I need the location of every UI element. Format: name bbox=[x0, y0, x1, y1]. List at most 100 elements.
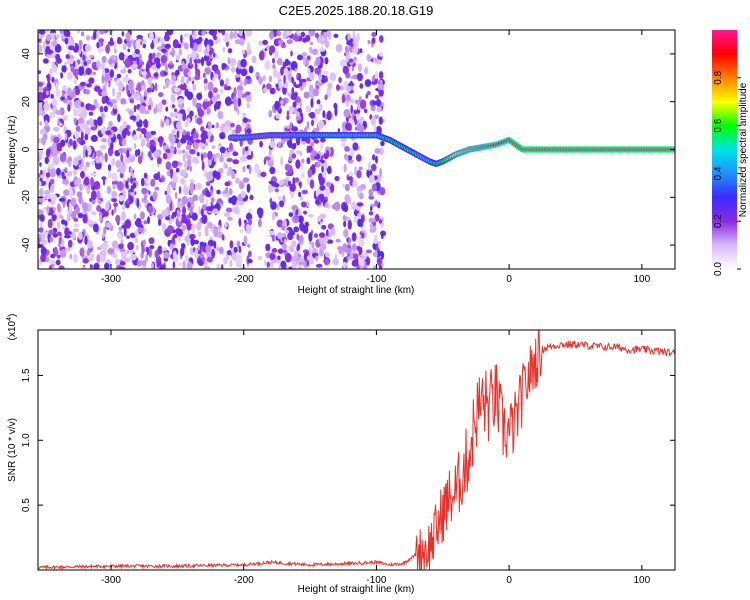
spectrogram-noise-cell bbox=[342, 65, 349, 75]
spectrogram-noise-cell bbox=[344, 228, 349, 238]
spectrogram-noise-cell bbox=[205, 191, 212, 198]
spectrogram-noise-cell bbox=[374, 94, 380, 100]
spectrogram-noise-cell bbox=[246, 155, 253, 160]
spectrogram-noise-cell bbox=[120, 153, 124, 163]
spectrogram-noise-cell bbox=[197, 109, 205, 117]
spectrogram-noise-cell bbox=[289, 121, 293, 130]
spectrogram-noise-cell bbox=[194, 75, 201, 81]
spectrogram-noise-cell bbox=[197, 43, 202, 53]
spectrogram-noise-cell bbox=[105, 130, 112, 136]
spectrogram-noise-cell bbox=[187, 71, 192, 76]
spectrogram-noise-cell bbox=[38, 44, 43, 54]
spectrogram-noise-cell bbox=[342, 215, 347, 221]
spectrogram-noise-cell bbox=[117, 181, 124, 191]
spectrogram-noise-cell bbox=[81, 123, 88, 130]
spectrogram-noise-cell bbox=[259, 140, 263, 148]
spectrogram-noise-cell bbox=[277, 141, 282, 148]
spectrogram-noise-cell bbox=[38, 149, 44, 156]
spectrogram-noise-cell bbox=[322, 110, 326, 118]
spectrogram-noise-cell bbox=[236, 199, 240, 208]
spectrogram-noise-cell bbox=[351, 201, 357, 211]
spectrogram-noise-cell bbox=[79, 40, 83, 51]
spectrogram-noise-cell bbox=[121, 31, 125, 37]
spectrogram-noise-cell bbox=[186, 140, 193, 146]
spectrogram-noise-cell bbox=[213, 73, 219, 79]
spectrogram-noise-cell bbox=[129, 156, 135, 163]
spectrogram-noise-cell bbox=[45, 90, 50, 96]
spectrogram-noise-cell bbox=[351, 243, 357, 252]
spectrogram-noise-cell bbox=[337, 246, 343, 250]
spectrogram-noise-cell bbox=[49, 185, 55, 194]
spectrogram-noise-cell bbox=[368, 217, 375, 223]
colorbar-ticks: 0.0 0.2 0.4 0.6 0.8 bbox=[713, 70, 741, 276]
spectrogram-noise-cell bbox=[371, 37, 376, 44]
spectrogram-noise-cell bbox=[370, 117, 377, 126]
spectrogram-noise-cell bbox=[95, 162, 102, 170]
spectrogram-noise-cell bbox=[47, 54, 52, 59]
spectrogram-noise-cell bbox=[73, 217, 79, 222]
spectrogram-noise-cell bbox=[48, 265, 52, 269]
spectrogram-noise-cell bbox=[124, 154, 131, 164]
spectrogram-noise-cell bbox=[200, 126, 205, 132]
spectrogram-noise-cell bbox=[118, 226, 123, 231]
spectrogram-noise-cell bbox=[219, 246, 224, 255]
spectrogram-noise-cell bbox=[291, 260, 297, 269]
spectrogram-noise-cell bbox=[303, 91, 310, 99]
spectrogram-noise-cell bbox=[38, 70, 42, 74]
spectrogram-noise-cell bbox=[101, 74, 105, 84]
spectrogram-noise-cell bbox=[278, 196, 282, 201]
spectrogram-noise-cell bbox=[208, 90, 213, 99]
spectrogram-noise-cell bbox=[126, 149, 130, 158]
spectrogram-noise-cell bbox=[161, 247, 168, 252]
spectrogram-noise-cell bbox=[180, 246, 185, 257]
spectrogram-noise-cell bbox=[233, 246, 238, 253]
spectrogram-noise-cell bbox=[298, 82, 303, 87]
spectrogram-noise-cell bbox=[285, 171, 291, 176]
spectrogram-noise-cell bbox=[204, 82, 208, 92]
spectrogram-noise-cell bbox=[283, 238, 287, 243]
spectrogram-noise-cell bbox=[198, 205, 201, 216]
spectrogram-noise-cell bbox=[258, 76, 263, 85]
spectrogram-noise-cell bbox=[60, 71, 63, 79]
spectrogram-noise-cell bbox=[296, 257, 300, 262]
spectrogram-noise-cell bbox=[73, 253, 78, 263]
spectrogram-noise-cell bbox=[182, 111, 187, 122]
spectrogram-noise-cell bbox=[262, 87, 268, 93]
spectrogram-noise-cell bbox=[170, 93, 176, 103]
spectrogram-noise-cell bbox=[50, 193, 58, 202]
spectrogram-noise-cell bbox=[368, 174, 375, 184]
spectrogram-noise-cell bbox=[96, 103, 100, 110]
spectrogram-noise-cell bbox=[181, 60, 185, 70]
spectrogram-noise-cell bbox=[135, 39, 141, 50]
spectrogram-noise-cell bbox=[285, 30, 293, 36]
spectrogram-noise-cell bbox=[50, 93, 54, 99]
spectrogram-noise-cell bbox=[288, 72, 292, 80]
spectrogram-noise-cell bbox=[85, 35, 91, 41]
spectrogram-noise-cell bbox=[239, 79, 243, 85]
spectrogram-noise-cell bbox=[358, 257, 365, 267]
spectrogram-noise-cell bbox=[213, 52, 216, 58]
spectrogram-noise-cell bbox=[310, 149, 318, 157]
spectrogram-noise-cell bbox=[39, 121, 43, 126]
spectrogram-noise-cell bbox=[374, 250, 378, 258]
spectrogram-noise-cell bbox=[78, 49, 82, 55]
spectrogram-noise-cell bbox=[279, 179, 284, 186]
spectrogram-noise-cell bbox=[172, 112, 178, 117]
spectrogram-noise-cell bbox=[57, 118, 60, 127]
spectrogram-noise-cell bbox=[141, 71, 147, 76]
spectrogram-noise-cell bbox=[212, 87, 218, 94]
spectrogram-noise-cell bbox=[224, 181, 231, 187]
spectrogram-noise-cell bbox=[131, 38, 134, 44]
spectrogram-noise-cell bbox=[318, 193, 325, 201]
colorbar-tick-label: 0.2 bbox=[713, 214, 724, 228]
spectrogram-noise-cell bbox=[257, 255, 263, 261]
spectrogram-noise-cell bbox=[39, 214, 45, 222]
spectrogram-noise-cell bbox=[327, 165, 332, 175]
spectrogram-noise-cell bbox=[189, 40, 194, 49]
spectrogram-noise-cell bbox=[221, 63, 227, 69]
spectrogram-noise-cell bbox=[206, 60, 212, 66]
spectrogram-noise-cell bbox=[198, 36, 203, 43]
spectrogram-noise-cell bbox=[44, 120, 48, 128]
spectrogram-noise-cell bbox=[38, 181, 42, 187]
spectrogram-noise-cell bbox=[67, 58, 74, 65]
